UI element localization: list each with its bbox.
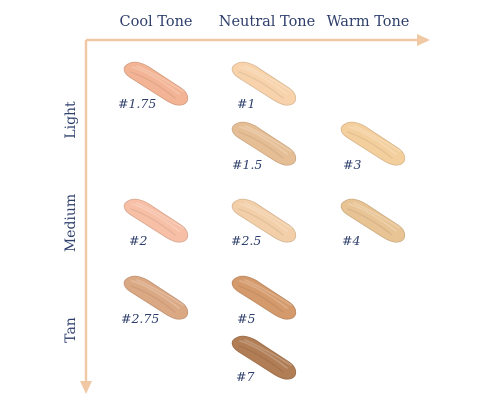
smear-icon [231,61,297,106]
swatch-2-5 [227,195,301,243]
swatch-7 [227,332,301,380]
smear-icon [231,275,297,320]
swatch-1 [227,58,301,106]
column-header-neutral-tone: Neutral Tone [218,14,316,30]
horizontal-arrowhead [417,34,430,46]
smear-icon [123,275,189,320]
swatch-label: #7 [236,369,255,384]
swatch-label: #1 [237,96,256,111]
swatch-1-5 [227,118,301,166]
swatch-label: #4 [342,233,361,248]
smear-icon [231,335,297,380]
smear-icon [340,121,406,166]
smear-icon [123,61,189,106]
swatch-label: #2.75 [121,311,160,326]
swatch-1-75 [119,58,193,106]
smear-icon [123,198,189,243]
swatch-label: #5 [237,311,256,326]
smear-icon [231,121,297,166]
smear-icon [231,198,297,243]
swatch-label: #1.5 [232,157,263,172]
swatch-label: #1.75 [118,96,157,111]
swatch-5 [227,272,301,320]
column-header-warm-tone: Warm Tone [326,14,410,30]
swatch-2-75 [119,272,193,320]
vertical-arrowhead [80,381,92,394]
swatch-label: #3 [343,157,362,172]
swatch-label: #2.5 [231,233,262,248]
swatch-3 [336,118,410,166]
smear-icon [340,198,406,243]
swatch-2 [119,195,193,243]
column-header-cool-tone: Cool Tone [119,14,193,30]
swatch-label: #2 [129,233,148,248]
swatch-4 [336,195,410,243]
